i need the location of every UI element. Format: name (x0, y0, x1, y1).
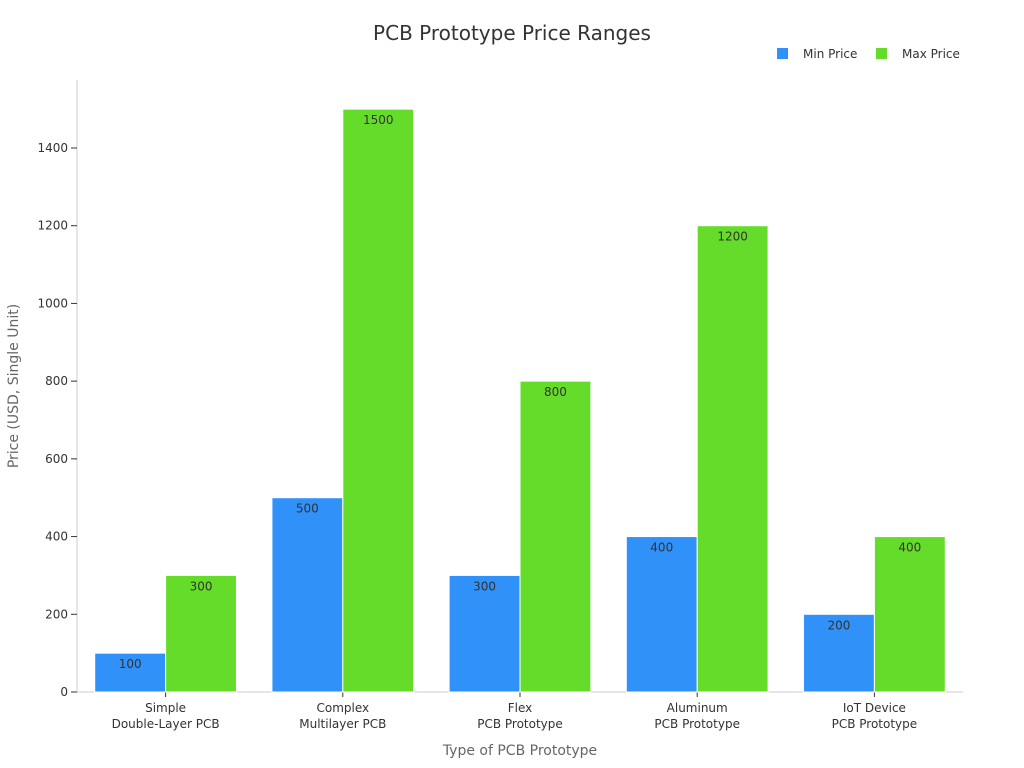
x-tick-label: PCB Prototype (832, 717, 918, 731)
bar-value-label: 500 (296, 502, 319, 516)
bar-min-price[interactable] (448, 574, 521, 693)
x-axis-title: Type of PCB Prototype (442, 743, 597, 759)
bar-min-price[interactable] (803, 613, 875, 693)
bars (94, 108, 946, 693)
x-tick-label: Multilayer PCB (299, 717, 386, 731)
legend-label: Max Price (902, 47, 960, 61)
y-axis-title: Price (USD, Single Unit) (6, 304, 22, 468)
x-axis: Simple Double-Layer PCB Complex Multilayer … (77, 691, 963, 731)
bar-value-label: 800 (544, 385, 567, 399)
bar-max-price[interactable] (696, 225, 769, 693)
bar-value-label: 300 (473, 579, 496, 593)
bar-value-label: 1200 (717, 230, 748, 244)
y-tick-label: 600 (45, 452, 68, 466)
bar-labels: 100 300 500 1500 300 800 400 1200 200 400 (119, 113, 922, 671)
y-tick-label: 1000 (37, 296, 68, 310)
legend-swatch (876, 48, 887, 59)
bar-min-price[interactable] (271, 497, 344, 693)
y-tick-label: 800 (45, 374, 68, 388)
bar-value-label: 1500 (363, 113, 394, 127)
bar-value-label: 200 (828, 618, 851, 632)
y-tick-label: 200 (45, 607, 68, 621)
legend-item-max-price[interactable]: Max Price (876, 47, 960, 61)
bar-max-price[interactable] (342, 108, 415, 693)
x-tick-label: Double-Layer PCB (112, 717, 220, 731)
x-tick-label: Simple (145, 701, 186, 715)
bar-max-price[interactable] (519, 380, 592, 693)
x-tick-label: PCB Prototype (477, 717, 563, 731)
chart-title: PCB Prototype Price Ranges (373, 21, 651, 45)
bar-max-price[interactable] (165, 574, 237, 693)
bar-value-label: 400 (650, 541, 673, 555)
legend: Min Price Max Price (777, 47, 960, 61)
y-tick-label: 1400 (37, 141, 68, 155)
bar-value-label: 400 (898, 541, 921, 555)
bar-max-price[interactable] (873, 536, 946, 693)
bar-value-label: 100 (119, 657, 142, 671)
x-tick-label: PCB Prototype (654, 717, 740, 731)
y-axis: 0 200 400 600 800 1000 1200 1400 (37, 80, 78, 699)
x-tick-label: IoT Device (843, 701, 906, 715)
legend-swatch (777, 48, 788, 59)
bar-min-price[interactable] (94, 652, 167, 693)
bar-min-price[interactable] (625, 536, 698, 693)
x-tick-label: Flex (508, 701, 533, 715)
x-tick-label: Aluminum (667, 701, 728, 715)
y-tick-label: 0 (60, 685, 68, 699)
y-tick-label: 400 (45, 530, 68, 544)
x-tick-label: Complex (316, 701, 369, 715)
legend-item-min-price[interactable]: Min Price (777, 47, 857, 61)
bar-value-label: 300 (190, 579, 213, 593)
legend-label: Min Price (803, 47, 857, 61)
y-tick-label: 1200 (37, 219, 68, 233)
